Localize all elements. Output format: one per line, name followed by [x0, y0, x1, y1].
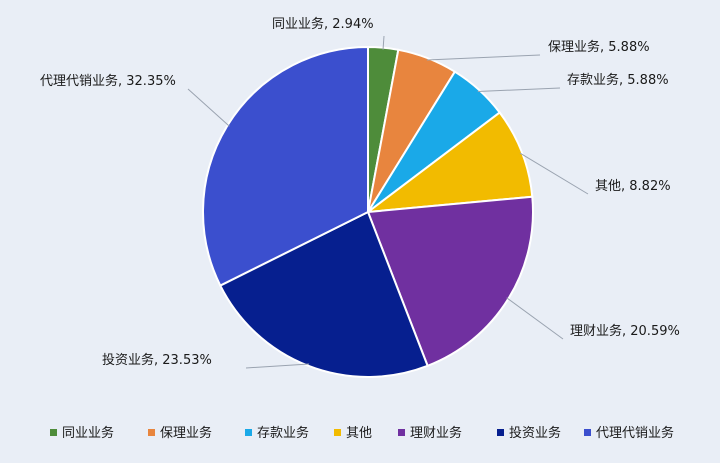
legend: 同业业务 保理业务 存款业务 其他 理财业务 投资业务 代理代销业务 — [50, 425, 674, 441]
pie-slice-4 — [364, 111, 534, 214]
legend-label-6: 投资业务 — [509, 425, 561, 441]
legend-label-2: 保理业务 — [160, 425, 212, 441]
slice-label-2: 保理业务, 5.88% — [548, 39, 650, 55]
legend-swatch-2 — [148, 429, 155, 436]
leader-line-5 — [506, 297, 564, 340]
legend-label-4: 其他 — [346, 426, 372, 441]
leader-line-1 — [382, 35, 385, 50]
slice-label-7: 代理代销业务, 32.35% — [40, 73, 176, 89]
slice-label-6: 投资业务, 23.53% — [102, 352, 212, 368]
leader-line-4 — [519, 152, 589, 195]
legend-label-3: 存款业务 — [257, 425, 309, 441]
legend-swatch-5 — [398, 429, 405, 436]
legend-label-7: 代理代销业务 — [596, 425, 674, 441]
slice-label-1: 同业业务, 2.94% — [272, 16, 374, 32]
slice-label-5: 理财业务, 20.59% — [570, 323, 680, 339]
pie-slices — [202, 45, 534, 378]
slice-labels: 同业业务, 2.94% 保理业务, 5.88% 存款业务, 5.88% 其他, 8.8… — [40, 16, 680, 369]
legend-swatch-1 — [50, 429, 57, 436]
legend-swatch-3 — [245, 429, 252, 436]
leader-line-7 — [187, 88, 230, 127]
slice-label-4: 其他, 8.82% — [595, 179, 671, 194]
legend-label-5: 理财业务 — [410, 425, 462, 441]
leader-line-2 — [426, 54, 541, 61]
leader-line-3 — [477, 87, 561, 93]
pie-slice-6 — [218, 210, 429, 378]
legend-swatch-6 — [497, 429, 504, 436]
slice-label-3: 存款业务, 5.88% — [567, 72, 669, 88]
legend-label-1: 同业业务 — [62, 425, 114, 441]
legend-swatch-4 — [334, 429, 341, 436]
legend-swatch-7 — [584, 429, 591, 436]
leader-line-6 — [245, 363, 310, 369]
